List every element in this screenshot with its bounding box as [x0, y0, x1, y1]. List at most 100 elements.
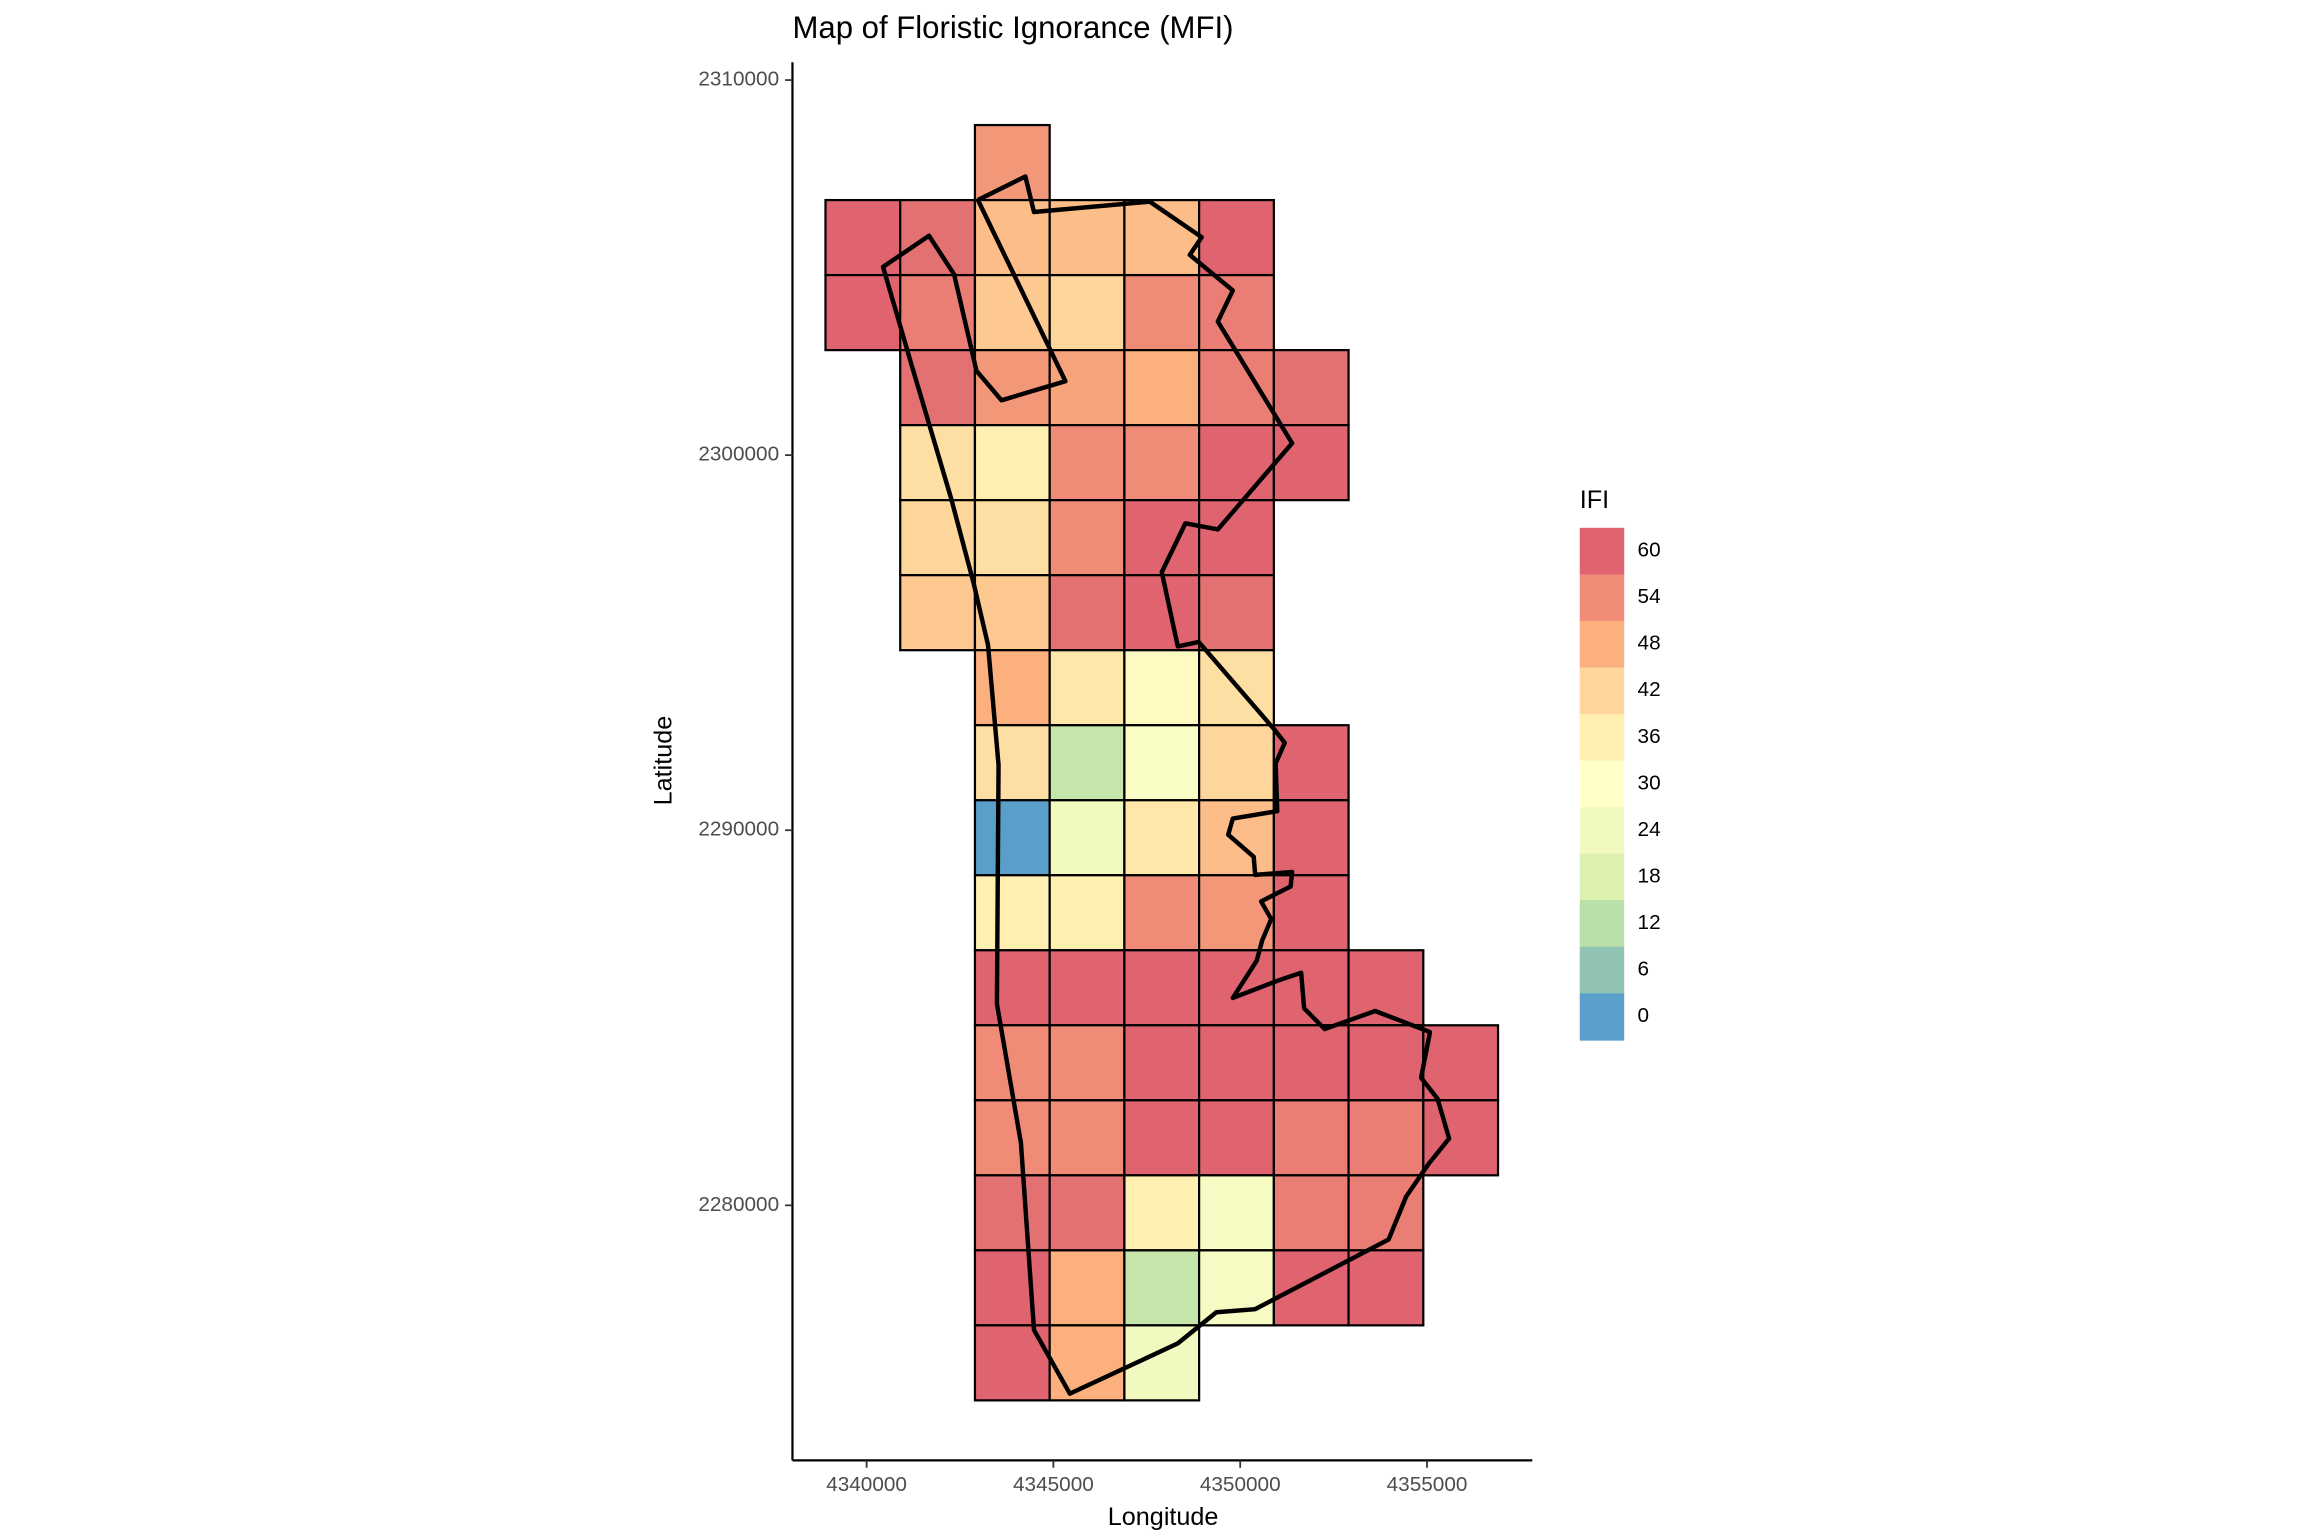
tile: [973, 424, 1051, 502]
tile: [1123, 949, 1201, 1027]
tile: [1123, 799, 1201, 877]
tile: [1048, 349, 1126, 427]
legend-label: 12: [1638, 911, 1661, 934]
legend-swatch: [1579, 853, 1625, 901]
legend-label: 60: [1638, 539, 1661, 562]
tile: [973, 273, 1051, 352]
y-tick-label: 2300000: [698, 443, 779, 466]
tile: [1048, 574, 1126, 652]
x-tick-label: 4340000: [826, 1473, 907, 1496]
tile: [1048, 273, 1126, 352]
tile: [1198, 1024, 1275, 1102]
tile: [1123, 1249, 1201, 1327]
tile: [973, 1249, 1051, 1327]
legend-label: 48: [1638, 632, 1661, 655]
tile: [1198, 349, 1275, 427]
tile: [1272, 874, 1350, 952]
tile: [1048, 1099, 1126, 1177]
tile: [1048, 874, 1126, 952]
legend-label: 36: [1638, 725, 1661, 748]
legend-label: 42: [1638, 678, 1661, 701]
legend-swatch: [1579, 900, 1625, 948]
tile: [1123, 1174, 1201, 1252]
legend-swatch: [1579, 527, 1625, 576]
tile: [899, 424, 977, 502]
chart-title: Map of Floristic Ignorance (MFI): [792, 10, 1233, 45]
tile: [1347, 1174, 1425, 1252]
y-tick-label: 2280000: [698, 1193, 779, 1216]
tile: [1272, 349, 1350, 427]
legend-swatch: [1579, 667, 1625, 715]
tile: [1422, 1024, 1500, 1102]
legend-swatch: [1579, 714, 1625, 762]
tile: [1422, 1099, 1500, 1177]
tile: [1123, 499, 1201, 577]
legend-label: 30: [1638, 771, 1661, 794]
tile: [1198, 1099, 1275, 1177]
tile: [1272, 724, 1350, 802]
legend-label: 24: [1638, 818, 1661, 841]
tile: [1048, 1324, 1126, 1402]
legend-swatch: [1579, 993, 1625, 1041]
tile: [1123, 574, 1201, 652]
legend-label: 0: [1638, 1004, 1650, 1027]
tile: [1272, 1024, 1350, 1102]
tile: [1123, 724, 1201, 802]
y-axis-label: Latitude: [650, 716, 678, 806]
legend-swatch: [1579, 620, 1625, 669]
tile: [973, 799, 1051, 877]
tile: [1048, 424, 1126, 502]
tile: [1198, 499, 1275, 577]
tile: [1347, 1249, 1425, 1327]
tile: [1347, 1024, 1425, 1102]
x-axis-label: Longitude: [1108, 1503, 1219, 1531]
tile: [1048, 499, 1126, 577]
x-tick-label: 4345000: [1013, 1473, 1094, 1496]
tile: [1123, 424, 1201, 502]
tile: [1123, 1024, 1201, 1102]
legend-swatch: [1579, 760, 1625, 808]
tile: [1198, 574, 1275, 652]
tile: [973, 123, 1051, 202]
tile: [1198, 424, 1275, 502]
tile: [973, 499, 1051, 577]
tile: [1048, 1249, 1126, 1327]
tile: [1048, 649, 1126, 727]
legend-label: 18: [1638, 864, 1661, 887]
tile: [1048, 724, 1126, 802]
tile: [1198, 724, 1275, 802]
y-tick-label: 2290000: [698, 818, 779, 841]
tile: [1123, 273, 1201, 352]
tile: [1198, 198, 1275, 277]
tile: [899, 198, 977, 277]
tile: [973, 874, 1051, 952]
tile: [899, 574, 977, 652]
legend-swatch: [1579, 946, 1625, 995]
tile: [973, 724, 1051, 802]
tile: [1347, 1099, 1425, 1177]
x-tick-label: 4350000: [1200, 1473, 1281, 1496]
tile: [973, 1099, 1051, 1177]
legend-label: 54: [1638, 585, 1661, 608]
legend-title: IFI: [1580, 486, 1609, 514]
boundary-outline: [880, 174, 1452, 1396]
x-tick-label: 4355000: [1387, 1473, 1468, 1496]
tile: [1198, 273, 1275, 352]
tile: [1123, 874, 1201, 952]
tile: [1048, 799, 1126, 877]
tile: [1048, 1024, 1126, 1102]
tile: [1272, 1174, 1350, 1252]
tile: [1048, 949, 1126, 1027]
tile: [1272, 424, 1350, 502]
y-tick-label: 2310000: [698, 68, 779, 91]
tile: [1198, 1174, 1275, 1252]
tile: [1272, 1099, 1350, 1177]
legend-swatch: [1579, 807, 1625, 855]
tile: [1048, 1174, 1126, 1252]
tile: [1272, 799, 1350, 877]
tile: [973, 1174, 1051, 1252]
tile: [1123, 1099, 1201, 1177]
tile: [824, 198, 902, 277]
